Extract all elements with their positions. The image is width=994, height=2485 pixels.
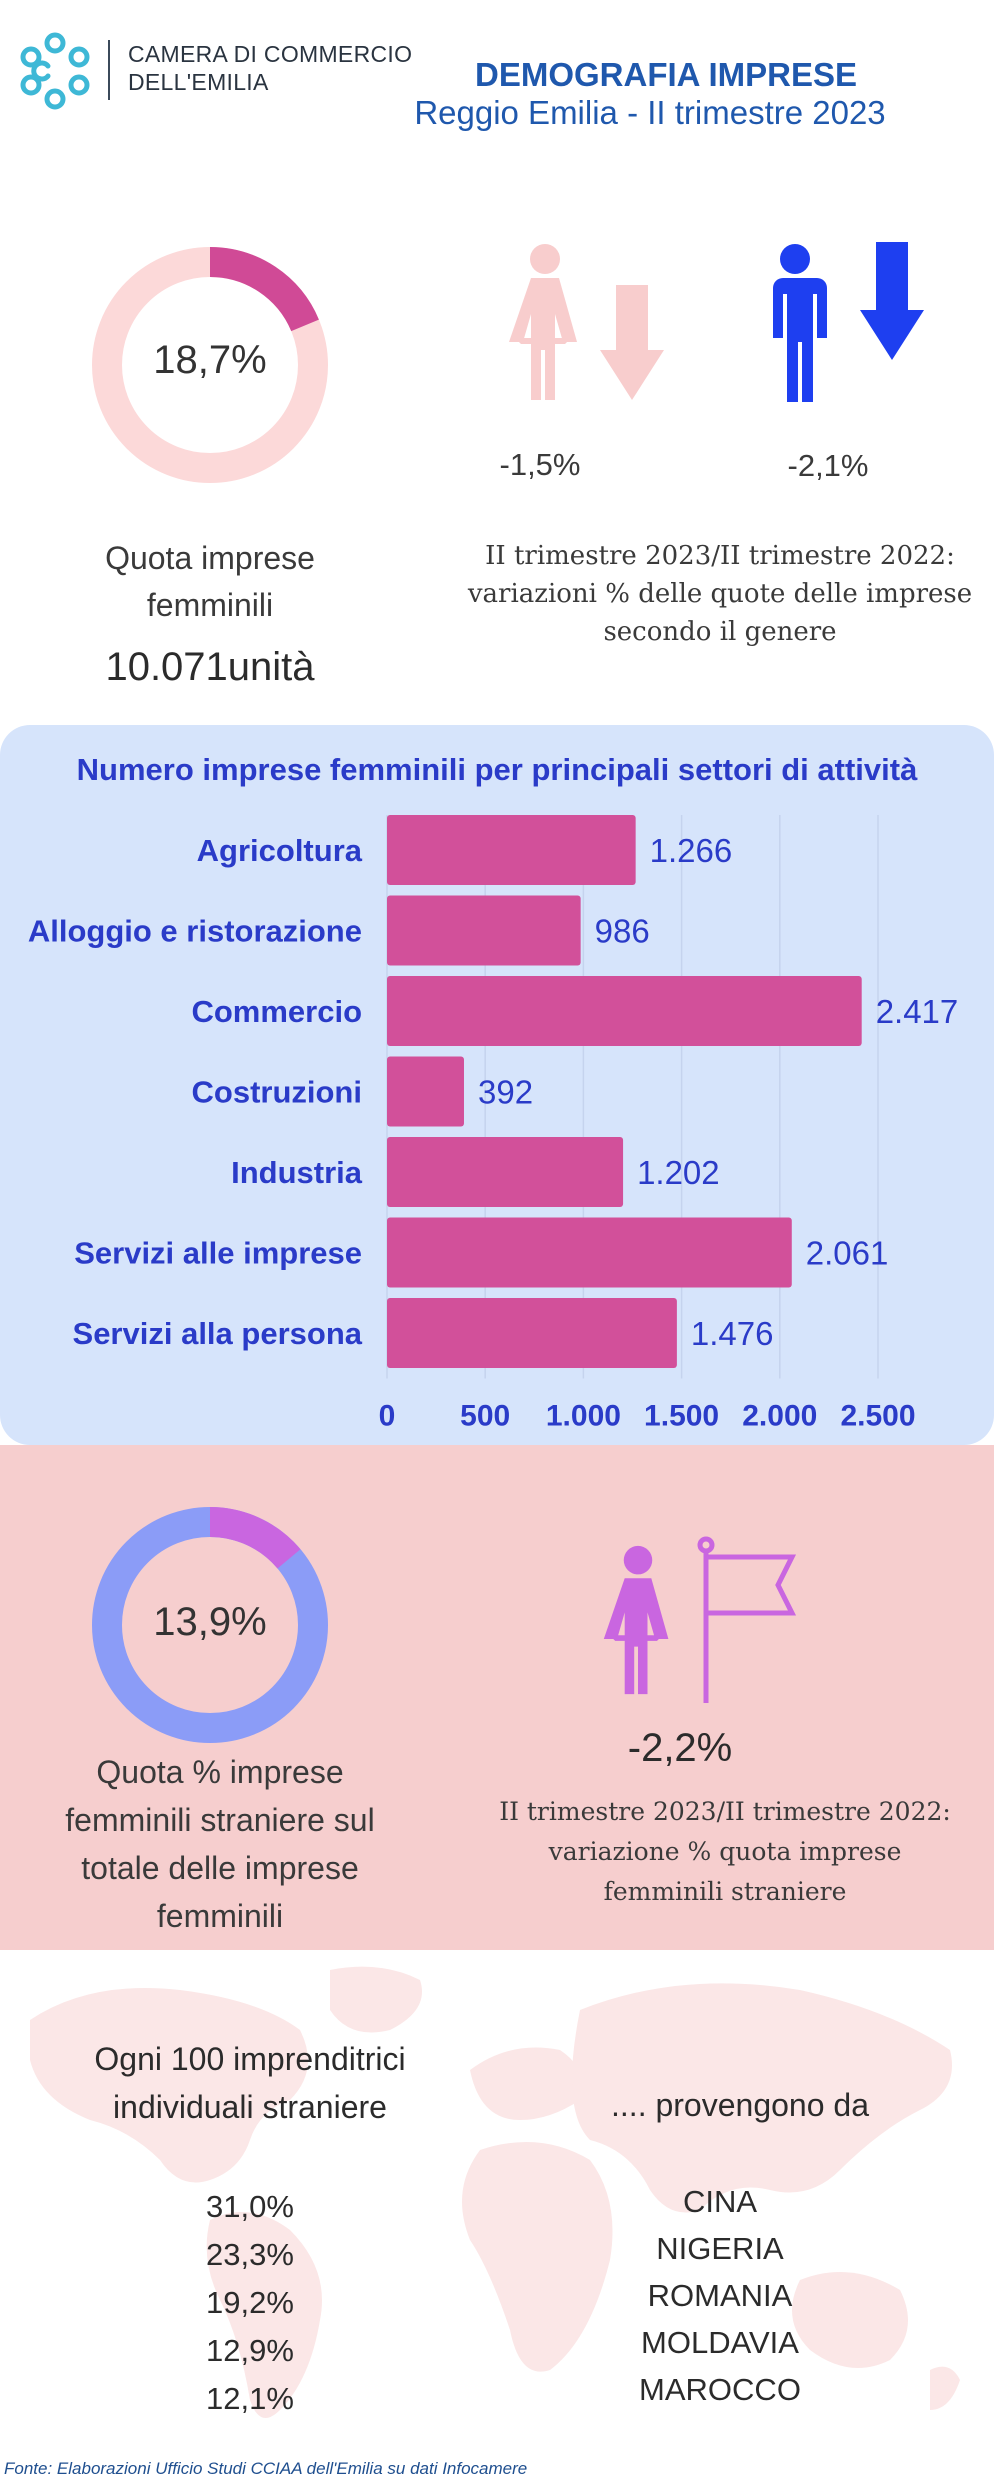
male-change-value: -2,1% (787, 448, 869, 483)
page-subtitle: Reggio Emilia - II trimestre 2023 (414, 94, 886, 131)
foreign-change-value: -2,2% (627, 1726, 733, 1770)
female-share-label-line-1: Quota imprese (105, 540, 315, 576)
origin-country: MAROCCO (639, 2372, 801, 2407)
female-share-label-line-2: femminili (146, 587, 274, 623)
x-tick-label: 500 (460, 1400, 510, 1433)
origin-country: ROMANIA (647, 2278, 793, 2313)
origins-intro-line-2: individuali straniere (113, 2089, 387, 2125)
origin-percent-list: 31,0% 23,3% 19,2% 12,9% 12,1% (150, 2183, 350, 2423)
origins-heading: .... provengono da (611, 2087, 869, 2123)
logo-icon (20, 32, 90, 110)
foreign-label-line-2: femminili straniere sul (65, 1802, 375, 1838)
x-tick-label: 2.500 (840, 1400, 915, 1433)
female-person-icon (509, 244, 577, 400)
data-label: 1.476 (691, 1315, 774, 1352)
origins-intro-line-1: Ogni 100 imprenditrici (94, 2041, 406, 2077)
bar (387, 976, 862, 1046)
gender-change-description: II trimestre 2023/II trimestre 2022: var… (440, 537, 994, 651)
org-line-1: CAMERA DI COMMERCIO (128, 41, 413, 67)
x-tick-label: 2.000 (742, 1400, 817, 1433)
bar (387, 895, 581, 966)
origin-country-list: CINA NIGERIA ROMANIA MOLDAVIA MAROCCO (540, 2178, 900, 2413)
male-person-icon (773, 244, 827, 402)
origins-intro: Ogni 100 imprenditrici individuali stran… (40, 2035, 460, 2131)
bar (387, 1137, 624, 1207)
bar (387, 1056, 464, 1127)
data-label: 2.417 (876, 993, 959, 1030)
origin-country: NIGERIA (656, 2231, 784, 2266)
organization-name: CAMERA DI COMMERCIO DELL'EMILIA (128, 40, 412, 96)
org-line-2: DELL'EMILIA (128, 69, 269, 95)
origin-country: MOLDAVIA (641, 2325, 799, 2360)
foreign-change-description: II trimestre 2023/II trimestre 2022: var… (460, 1792, 990, 1912)
source-note: Fonte: Elaborazioni Ufficio Studi CCIAA … (4, 2459, 528, 2478)
female-share-label: Quota imprese femminili (40, 535, 380, 629)
foreign-desc-line-2: variazione % quota imprese (548, 1837, 902, 1866)
female-share-donut (92, 247, 328, 483)
x-tick-label: 1.000 (546, 1400, 621, 1433)
foreign-share-value: 13,9% (153, 1600, 267, 1644)
origin-percent: 12,1% (206, 2381, 294, 2416)
foreign-share-label: Quota % imprese femminili straniere sul … (30, 1748, 410, 1940)
chart-title: Numero imprese femminili per principali … (76, 752, 918, 787)
donut-segment (92, 1507, 328, 1743)
x-tick-label: 1.500 (644, 1400, 719, 1433)
origin-percent: 31,0% (206, 2189, 294, 2224)
male-down-arrow-icon (860, 242, 924, 360)
data-label: 986 (595, 913, 650, 950)
x-tick-label: 0 (379, 1400, 396, 1433)
data-label: 1.202 (637, 1154, 720, 1191)
bar (387, 1217, 792, 1288)
category-label: Servizi alle imprese (74, 1236, 362, 1271)
category-label: Industria (231, 1155, 363, 1190)
bar (387, 1298, 677, 1368)
foreign-label-line-3: totale delle imprese (81, 1850, 359, 1886)
origin-percent: 12,9% (206, 2333, 294, 2368)
foreign-share-donut (92, 1507, 328, 1743)
female-change-value: -1,5% (499, 447, 581, 482)
female-share-units: 10.071unità (105, 645, 315, 689)
category-label: Commercio (191, 994, 362, 1029)
category-label: Costruzioni (192, 1075, 363, 1110)
category-label: Agricoltura (197, 833, 363, 868)
category-label: Servizi alla persona (73, 1316, 363, 1351)
origin-percent: 19,2% (206, 2285, 294, 2320)
gender-desc-line-2: variazioni % delle quote delle imprese (467, 579, 973, 609)
data-label: 392 (478, 1074, 533, 1111)
gender-desc-line-3: secondo il genere (603, 617, 837, 647)
origin-country: CINA (682, 2184, 758, 2219)
foreign-woman-icon (603, 1545, 669, 1695)
foreign-desc-line-1: II trimestre 2023/II trimestre 2022: (499, 1797, 951, 1826)
origin-percent: 23,3% (206, 2237, 294, 2272)
world-map-background (30, 1966, 960, 2418)
logo-divider (108, 40, 110, 100)
sector-bar-chart: Agricoltura 1.266 Alloggio e ristorazione 9… (28, 815, 959, 1433)
gender-desc-line-1: II trimestre 2023/II trimestre 2022: (485, 541, 955, 571)
data-label: 2.061 (806, 1235, 889, 1272)
category-label: Alloggio e ristorazione (28, 914, 362, 949)
foreign-label-line-1: Quota % imprese (96, 1754, 344, 1790)
flag-icon (697, 1536, 797, 1703)
female-share-value: 18,7% (153, 338, 267, 382)
foreign-label-line-4: femminili (156, 1898, 284, 1934)
donut-segment (92, 247, 328, 483)
data-label: 1.266 (650, 832, 733, 869)
foreign-desc-line-3: femminili straniere (603, 1877, 847, 1906)
female-down-arrow-icon (600, 285, 664, 400)
bar (387, 815, 636, 885)
page-title: DEMOGRAFIA IMPRESE (475, 56, 857, 93)
